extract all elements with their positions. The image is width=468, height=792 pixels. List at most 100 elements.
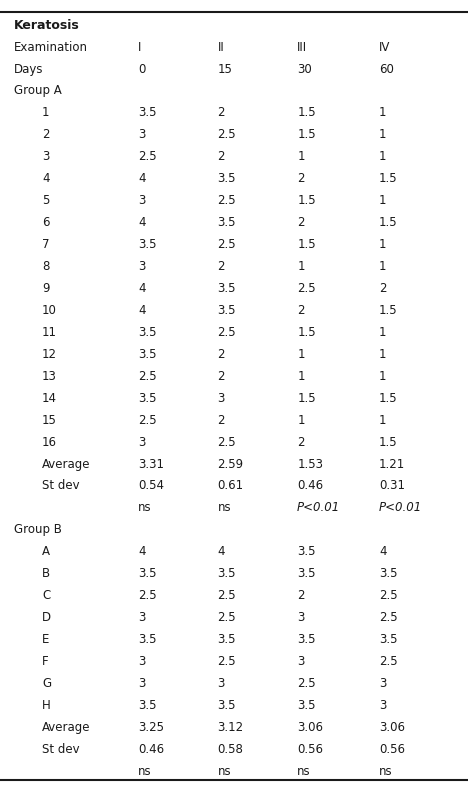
Text: 9: 9 — [42, 282, 50, 295]
Text: 3: 3 — [218, 677, 225, 690]
Text: ns: ns — [218, 501, 231, 515]
Text: St dev: St dev — [42, 479, 80, 493]
Text: 2: 2 — [297, 216, 305, 229]
Text: St dev: St dev — [42, 743, 80, 756]
Text: 1.5: 1.5 — [379, 304, 398, 317]
Text: 8: 8 — [42, 260, 50, 273]
Text: 4: 4 — [138, 282, 146, 295]
Text: Group A: Group A — [14, 85, 62, 97]
Text: 2: 2 — [297, 436, 305, 448]
Text: Group B: Group B — [14, 524, 62, 536]
Text: 0.54: 0.54 — [138, 479, 164, 493]
Text: 1.5: 1.5 — [379, 173, 398, 185]
Text: 2: 2 — [297, 589, 305, 602]
Text: 3.5: 3.5 — [379, 633, 398, 646]
Text: 1.5: 1.5 — [297, 238, 316, 251]
Text: 3.5: 3.5 — [379, 567, 398, 581]
Text: 30: 30 — [297, 63, 312, 75]
Text: 7: 7 — [42, 238, 50, 251]
Text: 3: 3 — [138, 677, 146, 690]
Text: 2: 2 — [218, 348, 225, 361]
Text: 2.5: 2.5 — [138, 370, 157, 383]
Text: 2.5: 2.5 — [218, 611, 236, 624]
Text: 1.5: 1.5 — [297, 194, 316, 208]
Text: 3: 3 — [138, 194, 146, 208]
Text: 3: 3 — [297, 655, 305, 668]
Text: 2.5: 2.5 — [297, 677, 316, 690]
Text: Days: Days — [14, 63, 44, 75]
Text: 1: 1 — [379, 326, 387, 339]
Text: 1: 1 — [379, 370, 387, 383]
Text: 2.5: 2.5 — [218, 655, 236, 668]
Text: ns: ns — [297, 765, 311, 778]
Text: 3.5: 3.5 — [138, 348, 157, 361]
Text: Average: Average — [42, 458, 91, 470]
Text: 10: 10 — [42, 304, 57, 317]
Text: 3.5: 3.5 — [218, 567, 236, 581]
Text: 2: 2 — [218, 106, 225, 120]
Text: E: E — [42, 633, 50, 646]
Text: B: B — [42, 567, 50, 581]
Text: 4: 4 — [138, 216, 146, 229]
Text: 4: 4 — [138, 173, 146, 185]
Text: 12: 12 — [42, 348, 57, 361]
Text: 13: 13 — [42, 370, 57, 383]
Text: 14: 14 — [42, 392, 57, 405]
Text: F: F — [42, 655, 49, 668]
Text: 2.5: 2.5 — [379, 655, 398, 668]
Text: A: A — [42, 546, 50, 558]
Text: P<0.01: P<0.01 — [379, 501, 422, 515]
Text: 1.5: 1.5 — [379, 216, 398, 229]
Text: 15: 15 — [218, 63, 233, 75]
Text: 0.61: 0.61 — [218, 479, 244, 493]
Text: 3.5: 3.5 — [138, 699, 157, 712]
Text: 4: 4 — [138, 304, 146, 317]
Text: 1: 1 — [379, 128, 387, 142]
Text: 6: 6 — [42, 216, 50, 229]
Text: ns: ns — [138, 765, 152, 778]
Text: 1.5: 1.5 — [379, 436, 398, 448]
Text: 2: 2 — [218, 413, 225, 427]
Text: 3.06: 3.06 — [297, 721, 323, 734]
Text: 2.5: 2.5 — [138, 413, 157, 427]
Text: 3.5: 3.5 — [218, 216, 236, 229]
Text: 1: 1 — [297, 413, 305, 427]
Text: 0.58: 0.58 — [218, 743, 243, 756]
Text: 1: 1 — [379, 348, 387, 361]
Text: 3: 3 — [138, 655, 146, 668]
Text: 3.5: 3.5 — [138, 567, 157, 581]
Text: 1.21: 1.21 — [379, 458, 405, 470]
Text: 11: 11 — [42, 326, 57, 339]
Text: 3.5: 3.5 — [218, 699, 236, 712]
Text: 2: 2 — [42, 128, 50, 142]
Text: ns: ns — [218, 765, 231, 778]
Text: 3.5: 3.5 — [138, 633, 157, 646]
Text: 1: 1 — [297, 260, 305, 273]
Text: 2.5: 2.5 — [218, 326, 236, 339]
Text: 2: 2 — [218, 370, 225, 383]
Text: 2.5: 2.5 — [379, 589, 398, 602]
Text: 2.5: 2.5 — [297, 282, 316, 295]
Text: 60: 60 — [379, 63, 394, 75]
Text: 3.12: 3.12 — [218, 721, 244, 734]
Text: 2.59: 2.59 — [218, 458, 244, 470]
Text: 2.5: 2.5 — [218, 194, 236, 208]
Text: 0.31: 0.31 — [379, 479, 405, 493]
Text: 1: 1 — [379, 106, 387, 120]
Text: 2: 2 — [379, 282, 387, 295]
Text: D: D — [42, 611, 51, 624]
Text: Average: Average — [42, 721, 91, 734]
Text: 1: 1 — [379, 413, 387, 427]
Text: Examination: Examination — [14, 40, 88, 54]
Text: 2: 2 — [218, 150, 225, 163]
Text: 1: 1 — [379, 150, 387, 163]
Text: 1: 1 — [379, 238, 387, 251]
Text: 1.53: 1.53 — [297, 458, 323, 470]
Text: P<0.01: P<0.01 — [297, 501, 340, 515]
Text: 3: 3 — [218, 392, 225, 405]
Text: 2.5: 2.5 — [218, 128, 236, 142]
Text: 3: 3 — [297, 611, 305, 624]
Text: ns: ns — [379, 765, 393, 778]
Text: III: III — [297, 40, 307, 54]
Text: 1: 1 — [297, 150, 305, 163]
